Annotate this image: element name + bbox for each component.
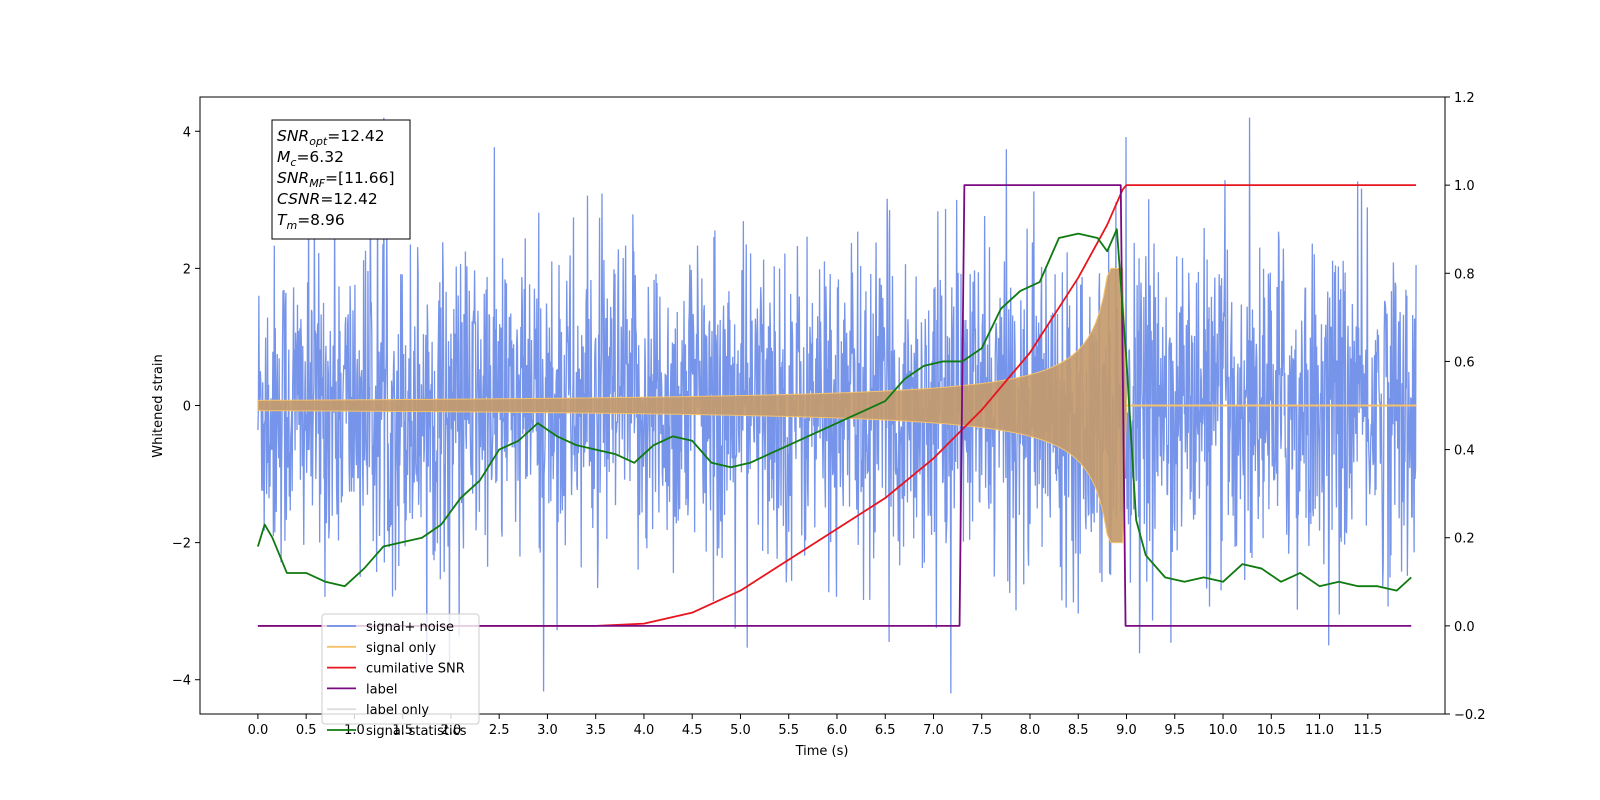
series-signal-noise xyxy=(257,117,1417,694)
legend-entry: signal+ noise xyxy=(366,620,454,635)
y-left-tick-label: −2 xyxy=(172,537,191,552)
y-left-tick-label: 0 xyxy=(183,400,191,415)
x-tick-label: 8.0 xyxy=(1020,723,1041,738)
x-tick-label: 6.5 xyxy=(875,723,896,738)
x-tick-label: 10.0 xyxy=(1209,723,1238,738)
series-overlays xyxy=(257,184,1417,627)
y-right-tick-label: 0.2 xyxy=(1454,532,1475,547)
y-right-tick-label: 0.4 xyxy=(1454,444,1475,459)
x-tick-label: 11.0 xyxy=(1305,723,1334,738)
x-tick-label: 1.5 xyxy=(392,723,413,738)
info-box-line: Tm=8.96 xyxy=(277,211,345,232)
x-tick-label: 0.0 xyxy=(248,723,269,738)
y-axis-right-ticks: 1.2 1.0 0.8 0.6 0.4 0.2 0.0 −0.2 xyxy=(1445,91,1486,723)
legend-entry: signal statistics xyxy=(366,724,467,739)
legend-entry: label xyxy=(366,682,397,697)
y-axis-label: Whitened strain xyxy=(151,354,166,457)
y-axis-left-ticks: 4 2 0 −2 −4 xyxy=(172,125,200,689)
y-right-tick-label: 0.6 xyxy=(1454,355,1475,370)
y-right-tick-label: 1.0 xyxy=(1454,179,1475,194)
x-tick-label: 4.5 xyxy=(682,723,703,738)
info-box-frame xyxy=(271,119,411,240)
x-tick-label: 9.5 xyxy=(1164,723,1185,738)
info-box-line: SNRMF=[11.66] xyxy=(277,169,395,190)
y-left-tick-label: 2 xyxy=(183,262,191,277)
x-tick-label: 3.0 xyxy=(537,723,558,738)
x-tick-label: 6.0 xyxy=(827,723,848,738)
x-tick-label: 2.5 xyxy=(489,723,510,738)
signal-only-envelope xyxy=(257,267,1417,544)
legend: signal+ noise signal only cumilative SNR la… xyxy=(321,613,480,739)
x-tick-label: 7.0 xyxy=(923,723,944,738)
x-axis-ticks: 0.0 0.5 1.0 1.5 2.0 2.5 3.0 3.5 4.0 4.5 5.0 5.5 6.0 6… xyxy=(248,714,1382,738)
legend-entry: label only xyxy=(366,703,429,718)
signal-statistics-line xyxy=(257,228,1412,592)
cumulative-snr-line xyxy=(257,184,1417,627)
legend-frame xyxy=(321,613,480,725)
y-right-tick-label: 0.8 xyxy=(1454,267,1475,282)
x-tick-label: 5.0 xyxy=(730,723,751,738)
y-right-tick-label: −0.2 xyxy=(1454,708,1486,723)
legend-entry: cumilative SNR xyxy=(366,662,465,677)
x-tick-label: 10.5 xyxy=(1257,723,1286,738)
legend-entry: signal only xyxy=(366,641,436,656)
label-line xyxy=(257,184,1412,627)
y-left-tick-label: 4 xyxy=(183,125,191,140)
series-signal-only xyxy=(257,267,1417,544)
signal-noise-line xyxy=(257,117,1417,694)
info-box-line: CSNR=12.42 xyxy=(277,190,378,208)
x-tick-label: 5.5 xyxy=(778,723,799,738)
y-right-tick-label: 1.2 xyxy=(1454,91,1475,106)
info-box-line: Mc=6.32 xyxy=(277,148,344,169)
y-left-tick-label: −4 xyxy=(172,674,191,689)
info-box: SNRopt=12.42Mc=6.32SNRMF=[11.66]CSNR=12.… xyxy=(271,119,411,240)
x-axis-label: Time (s) xyxy=(795,744,849,759)
x-tick-label: 8.5 xyxy=(1068,723,1089,738)
info-box-line: SNRopt=12.42 xyxy=(277,127,385,148)
x-tick-label: 4.0 xyxy=(634,723,655,738)
y-right-tick-label: 0.0 xyxy=(1454,620,1475,635)
x-tick-label: 3.5 xyxy=(585,723,606,738)
x-tick-label: 7.5 xyxy=(971,723,992,738)
x-tick-label: 0.5 xyxy=(296,723,317,738)
x-tick-label: 2.0 xyxy=(441,723,462,738)
x-tick-label: 9.0 xyxy=(1116,723,1137,738)
x-tick-label: 11.5 xyxy=(1353,723,1382,738)
